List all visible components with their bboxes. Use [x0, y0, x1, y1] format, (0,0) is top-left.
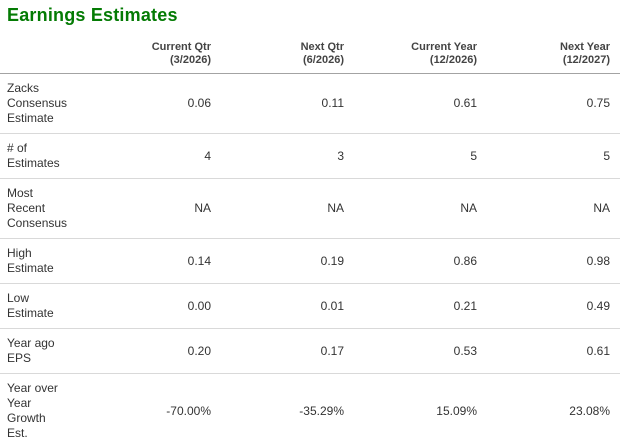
row-label-year-over-year-growth-est: Year over Year Growth Est. [0, 373, 88, 447]
corner-cell [0, 41, 88, 74]
row-label-low-estimate: Low Estimate [0, 283, 88, 329]
cell-value: 0.61 [487, 328, 620, 374]
cell-value: 0.49 [487, 283, 620, 329]
cell-value: NA [487, 178, 620, 239]
cell-value: 0.98 [487, 238, 620, 284]
cell-value: NA [354, 178, 487, 239]
column-header-next-qtr: Next Qtr (6/2026) [221, 41, 354, 74]
cell-value: -35.29% [221, 373, 354, 447]
cell-value: 0.14 [88, 238, 221, 284]
table-row: Most Recent Consensus NA NA NA NA [0, 178, 620, 239]
cell-value: 23.08% [487, 373, 620, 447]
cell-value: 3 [221, 133, 354, 179]
cell-value: 0.01 [221, 283, 354, 329]
column-header-next-year: Next Year (12/2027) [487, 41, 620, 74]
column-header-current-year: Current Year (12/2026) [354, 41, 487, 74]
row-label-high-estimate: High Estimate [0, 238, 88, 284]
table-row: Year ago EPS 0.20 0.17 0.53 0.61 [0, 328, 620, 374]
page-title: Earnings Estimates [7, 5, 178, 25]
cell-value: 5 [487, 133, 620, 179]
table-row: # of Estimates 4 3 5 5 [0, 133, 620, 179]
row-label-zacks-consensus-estimate: Zacks Consensus Estimate [0, 73, 88, 134]
cell-value: 0.21 [354, 283, 487, 329]
table-row: High Estimate 0.14 0.19 0.86 0.98 [0, 238, 620, 284]
table-row: Year over Year Growth Est. -70.00% -35.2… [0, 373, 620, 447]
cell-value: 0.20 [88, 328, 221, 374]
row-label-number-of-estimates: # of Estimates [0, 133, 88, 179]
cell-value: 0.11 [221, 73, 354, 134]
row-label-most-recent-consensus: Most Recent Consensus [0, 178, 88, 239]
cell-value: 0.00 [88, 283, 221, 329]
cell-value: NA [88, 178, 221, 239]
table-header-row: Current Qtr (3/2026) Next Qtr (6/2026) C… [0, 41, 620, 74]
cell-value: 0.06 [88, 73, 221, 134]
earnings-estimates-table: Current Qtr (3/2026) Next Qtr (6/2026) C… [0, 41, 620, 447]
table-row: Zacks Consensus Estimate 0.06 0.11 0.61 … [0, 73, 620, 134]
cell-value: 0.17 [221, 328, 354, 374]
cell-value: 0.75 [487, 73, 620, 134]
cell-value: 4 [88, 133, 221, 179]
cell-value: 0.19 [221, 238, 354, 284]
cell-value: 0.86 [354, 238, 487, 284]
cell-value: 0.53 [354, 328, 487, 374]
row-label-year-ago-eps: Year ago EPS [0, 328, 88, 374]
column-header-current-qtr: Current Qtr (3/2026) [88, 41, 221, 74]
cell-value: -70.00% [88, 373, 221, 447]
cell-value: NA [221, 178, 354, 239]
cell-value: 0.61 [354, 73, 487, 134]
table-row: Low Estimate 0.00 0.01 0.21 0.49 [0, 283, 620, 329]
cell-value: 5 [354, 133, 487, 179]
cell-value: 15.09% [354, 373, 487, 447]
